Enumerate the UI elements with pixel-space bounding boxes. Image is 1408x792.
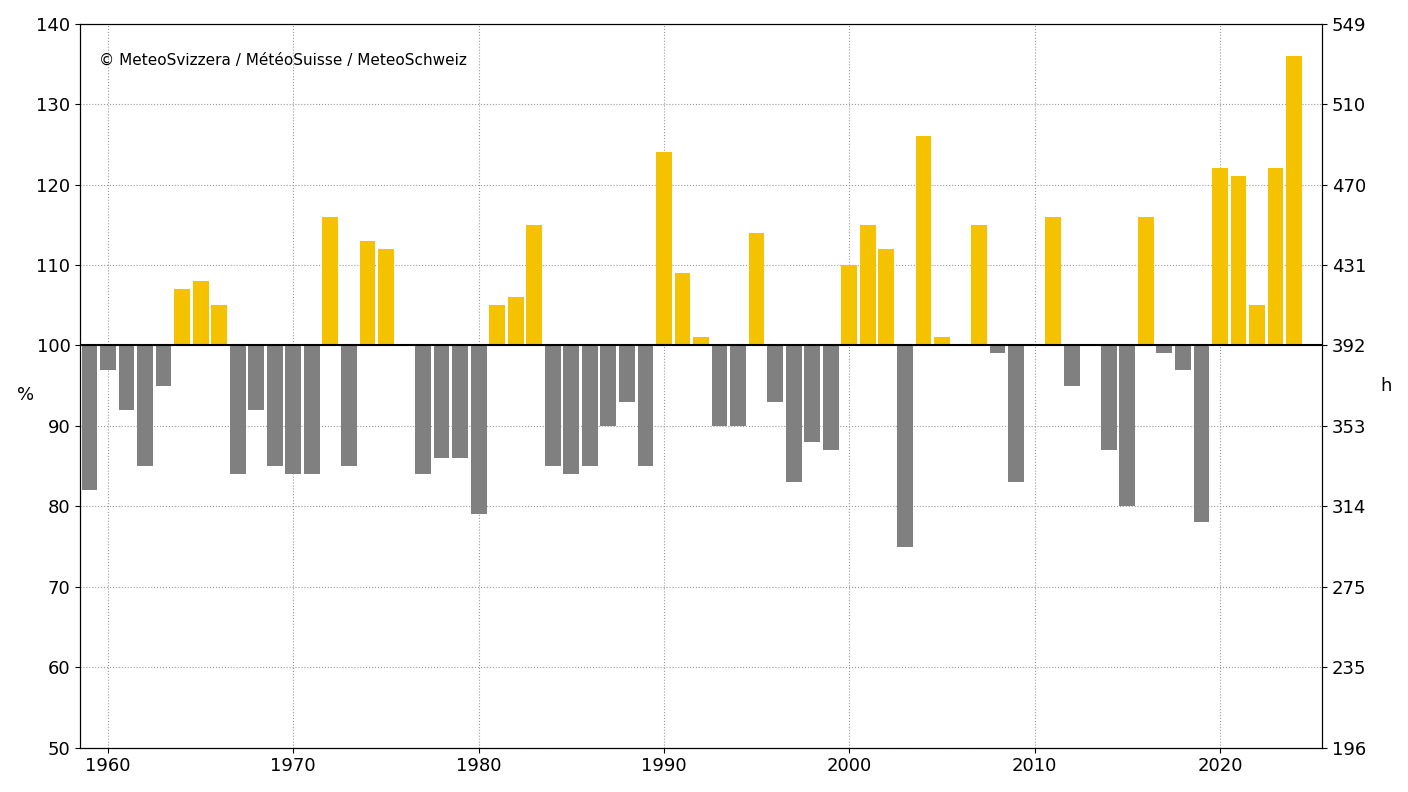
Bar bbox=[211, 305, 227, 345]
Bar bbox=[620, 345, 635, 402]
Bar bbox=[1231, 177, 1246, 345]
Bar bbox=[490, 305, 505, 345]
Bar bbox=[1194, 345, 1209, 523]
Bar bbox=[137, 345, 153, 466]
Bar bbox=[749, 233, 765, 345]
Bar bbox=[1138, 217, 1153, 345]
Bar bbox=[508, 297, 524, 345]
Bar bbox=[767, 345, 783, 402]
Bar bbox=[972, 225, 987, 345]
Bar bbox=[1267, 169, 1284, 345]
Bar bbox=[600, 345, 617, 426]
Bar bbox=[711, 345, 728, 426]
Bar bbox=[1156, 345, 1173, 353]
Bar bbox=[193, 281, 208, 345]
Bar bbox=[434, 345, 449, 458]
Bar bbox=[248, 345, 265, 409]
Bar bbox=[286, 345, 301, 474]
Bar bbox=[379, 249, 394, 345]
Bar bbox=[470, 345, 487, 514]
Bar bbox=[842, 265, 857, 345]
Bar bbox=[638, 345, 653, 466]
Bar bbox=[175, 289, 190, 345]
Bar bbox=[656, 152, 672, 345]
Bar bbox=[1119, 345, 1135, 506]
Bar bbox=[1045, 217, 1062, 345]
Bar bbox=[860, 225, 876, 345]
Bar bbox=[100, 345, 115, 370]
Bar bbox=[341, 345, 356, 466]
Bar bbox=[268, 345, 283, 466]
Bar bbox=[563, 345, 579, 474]
Bar bbox=[897, 345, 912, 546]
Bar bbox=[879, 249, 894, 345]
Bar bbox=[674, 273, 690, 345]
Bar bbox=[1176, 345, 1191, 370]
Text: © MeteoSvizzera / MétéoSuisse / MeteoSchweiz: © MeteoSvizzera / MétéoSuisse / MeteoSch… bbox=[99, 52, 466, 67]
Bar bbox=[118, 345, 134, 409]
Bar bbox=[731, 345, 746, 426]
Bar bbox=[322, 217, 338, 345]
Bar bbox=[804, 345, 819, 442]
Bar bbox=[452, 345, 467, 458]
Y-axis label: %: % bbox=[17, 386, 34, 404]
Bar bbox=[1008, 345, 1024, 482]
Bar bbox=[545, 345, 560, 466]
Bar bbox=[1286, 56, 1302, 345]
Bar bbox=[82, 345, 97, 490]
Bar bbox=[582, 345, 598, 466]
Bar bbox=[1101, 345, 1117, 450]
Bar bbox=[230, 345, 245, 474]
Bar bbox=[359, 241, 376, 345]
Bar bbox=[1064, 345, 1080, 386]
Bar bbox=[304, 345, 320, 474]
Y-axis label: h: h bbox=[1380, 377, 1391, 394]
Bar bbox=[786, 345, 801, 482]
Bar bbox=[415, 345, 431, 474]
Bar bbox=[1249, 305, 1264, 345]
Bar bbox=[1212, 169, 1228, 345]
Bar bbox=[915, 136, 931, 345]
Bar bbox=[693, 337, 708, 345]
Bar bbox=[934, 337, 950, 345]
Bar bbox=[990, 345, 1005, 353]
Bar bbox=[822, 345, 839, 450]
Bar bbox=[156, 345, 172, 386]
Bar bbox=[527, 225, 542, 345]
